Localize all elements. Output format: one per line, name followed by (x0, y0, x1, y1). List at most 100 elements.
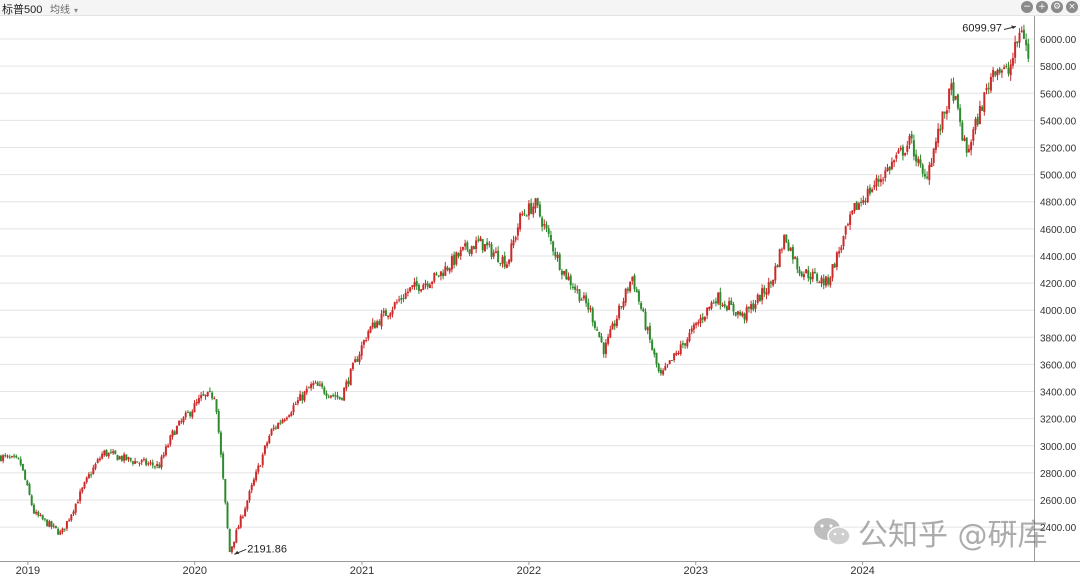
candle-body (325, 393, 328, 397)
candle-body (745, 307, 748, 321)
candle-body (750, 304, 753, 310)
candle-body (787, 242, 790, 251)
candle-body (989, 76, 992, 91)
candle-body (937, 128, 940, 144)
y-tick-label: 5600.00 (1040, 89, 1077, 100)
candle-body (101, 453, 104, 459)
candle-body (492, 252, 495, 257)
candle-body (167, 445, 170, 448)
candle-body (274, 427, 277, 429)
candle-body (659, 369, 662, 374)
candle-body (886, 167, 889, 171)
candle-body (213, 398, 216, 400)
candle-body (327, 396, 330, 398)
candle-body (948, 88, 951, 109)
candle-body (13, 455, 16, 457)
candle-body (321, 383, 324, 387)
candle-body (233, 541, 236, 548)
candle-body (160, 456, 163, 468)
candle-body (464, 243, 467, 247)
candle-body (747, 306, 750, 309)
candle-body (323, 387, 326, 394)
candle-body (1020, 30, 1023, 33)
candle-body (677, 353, 680, 355)
candle-body (602, 342, 605, 355)
gear-icon[interactable]: ⚙ (1051, 1, 1063, 13)
candle-body (35, 511, 38, 514)
candle-body (545, 224, 548, 229)
candle-body (789, 247, 792, 251)
candle-body (538, 204, 541, 217)
candle-body (941, 111, 944, 130)
y-tick-label: 2400.00 (1040, 523, 1077, 534)
candle-body (754, 304, 757, 309)
candle-body (450, 256, 453, 270)
candle-body (244, 508, 247, 517)
candle-body (956, 94, 959, 109)
candle-body (558, 254, 561, 270)
candle-body (728, 301, 731, 311)
candle-body (175, 425, 178, 435)
candle-body (307, 387, 310, 389)
close-icon[interactable]: × (1066, 1, 1078, 13)
candle-body (171, 430, 174, 437)
candle-body (547, 228, 550, 234)
candle-body (461, 246, 464, 250)
candle-body (211, 392, 214, 399)
candle-body (433, 272, 436, 282)
candle-body (800, 272, 803, 277)
candle-body (277, 423, 280, 429)
candle-body (90, 474, 93, 476)
candle-body (631, 276, 634, 281)
candle-body (1025, 39, 1028, 46)
candle-body (736, 311, 739, 315)
watermark: 公知乎 @硏库 (812, 508, 1048, 556)
ma-dropdown[interactable]: 均线 ▾ (50, 1, 78, 16)
y-tick-label: 5800.00 (1040, 62, 1077, 73)
candle-body (637, 290, 640, 302)
candle-body (959, 107, 962, 123)
candle-body (833, 263, 836, 268)
candle-body (596, 329, 599, 331)
candle-body (411, 285, 414, 288)
candle-body (466, 242, 469, 250)
candle-body (389, 313, 392, 317)
candle-body (147, 463, 150, 465)
candle-body (840, 247, 843, 251)
candle-body (811, 271, 814, 280)
candle-body (189, 412, 192, 417)
plus-circle-icon[interactable]: + (1036, 1, 1048, 13)
minus-circle-icon[interactable]: − (1021, 1, 1033, 13)
candle-body (783, 235, 786, 249)
candle-body (549, 234, 552, 241)
candle-body (805, 269, 808, 274)
candle-body (299, 394, 302, 401)
candle-body (613, 323, 616, 327)
candle-body (673, 353, 676, 360)
candle-body (994, 71, 997, 76)
candle-body (459, 249, 462, 257)
candle-body (142, 459, 145, 461)
candle-body (96, 459, 99, 463)
candle-body (930, 162, 933, 168)
candle-body (241, 516, 244, 518)
candle-body (976, 117, 979, 125)
candle-body (151, 462, 154, 466)
candle-body (486, 242, 489, 246)
candle-body (655, 352, 658, 365)
candle-body (807, 270, 810, 279)
candle-body (780, 249, 783, 251)
y-tick-label: 3600.00 (1040, 360, 1077, 371)
candle-body (57, 528, 60, 535)
candle-body (312, 383, 315, 386)
candle-body (668, 360, 671, 364)
candle-body (283, 419, 286, 422)
candle-body (246, 500, 249, 510)
candle-body (180, 421, 183, 423)
candle-body (904, 152, 907, 156)
x-tick-label: 2020 (182, 565, 206, 576)
candle-body (439, 271, 442, 276)
candle-body (215, 399, 218, 412)
candle-body (888, 166, 891, 171)
candle-body (94, 463, 97, 469)
